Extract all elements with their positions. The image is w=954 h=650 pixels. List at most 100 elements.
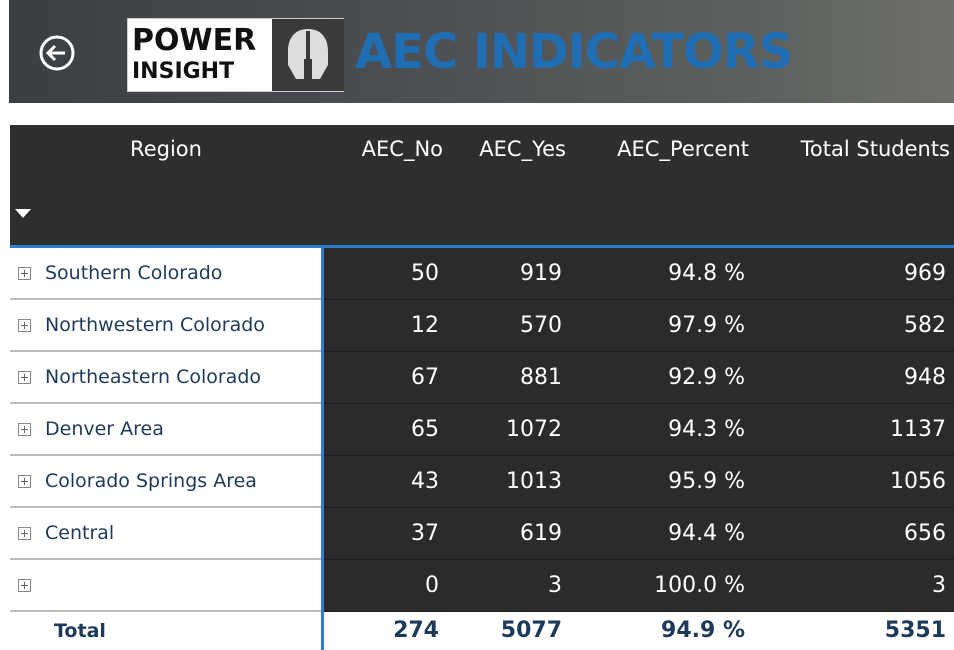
logo: POWER INSIGHT <box>127 18 344 92</box>
expand-icon[interactable] <box>18 267 31 280</box>
value-cell: 570 <box>447 299 570 351</box>
cell-text: 1137 <box>890 417 946 442</box>
value-cell: 919 <box>447 247 570 300</box>
region-cell: Southern Colorado <box>10 247 322 300</box>
table-row: Denver Area 65 1072 94.3 % 1137 <box>10 403 954 455</box>
cell-text: 65 <box>411 417 439 442</box>
cell-text: 3 <box>548 573 562 598</box>
expand-icon[interactable] <box>18 527 31 540</box>
cell-text: Northeastern Colorado <box>45 366 261 388</box>
cell-text: 656 <box>904 521 946 546</box>
value-cell: 67 <box>322 351 447 403</box>
cell-text: 43 <box>411 469 439 494</box>
cell-text: 95.9 % <box>668 469 745 494</box>
expand-icon[interactable] <box>18 579 31 592</box>
expand-icon[interactable] <box>18 423 31 436</box>
region-cell: Northeastern Colorado <box>10 351 322 403</box>
value-cell: 12 <box>322 299 447 351</box>
column-header: Total Students <box>753 125 954 247</box>
value-cell: 95.9 % <box>570 455 753 507</box>
cell-text: 582 <box>904 313 946 338</box>
total-value: 5351 <box>753 611 954 650</box>
back-button[interactable] <box>37 33 77 73</box>
value-cell: 1137 <box>753 403 954 455</box>
value-cell: 881 <box>447 351 570 403</box>
region-cell: Northwestern Colorado <box>10 299 322 351</box>
value-cell: 3 <box>753 559 954 611</box>
expand-icon[interactable] <box>18 371 31 384</box>
value-cell: 619 <box>447 507 570 559</box>
table-row: 0 3 100.0 % 3 <box>10 559 954 611</box>
value-cell: 1056 <box>753 455 954 507</box>
value-cell: 1013 <box>447 455 570 507</box>
value-cell: 65 <box>322 403 447 455</box>
sort-arrow[interactable] <box>14 207 32 219</box>
value-cell: 43 <box>322 455 447 507</box>
region-cell: Central <box>10 507 322 559</box>
value-cell: 50 <box>322 247 447 300</box>
cell-text: 94.3 % <box>668 417 745 442</box>
cell-text: 1013 <box>506 469 562 494</box>
cell-text: 12 <box>411 313 439 338</box>
expand-icon[interactable] <box>18 475 31 488</box>
cell-text: Northwestern Colorado <box>45 314 265 336</box>
cell-text: Denver Area <box>45 418 164 440</box>
cell-text: 94.4 % <box>668 521 745 546</box>
logo-top: POWER <box>132 23 256 58</box>
cell-text: 0 <box>425 573 439 598</box>
cell-text: Colorado Springs Area <box>45 470 257 492</box>
value-cell: 969 <box>753 247 954 300</box>
logo-bottom: INSIGHT <box>132 59 234 84</box>
cell-text: 50 <box>411 261 439 286</box>
column-header: AEC_Percent <box>570 125 753 247</box>
table-row: Southern Colorado 50 919 94.8 % 969 <box>10 247 954 300</box>
cell-text: 948 <box>904 365 946 390</box>
total-value: 274 <box>322 611 447 650</box>
cell-text: 97.9 % <box>668 313 745 338</box>
expand-icon[interactable] <box>18 319 31 332</box>
value-cell: 100.0 % <box>570 559 753 611</box>
value-cell: 948 <box>753 351 954 403</box>
value-cell: 582 <box>753 299 954 351</box>
value-cell: 94.3 % <box>570 403 753 455</box>
column-header: AEC_Yes <box>447 125 570 247</box>
cell-text: Southern Colorado <box>45 262 222 284</box>
cell-text: 94.8 % <box>668 261 745 286</box>
cell-text: 3 <box>932 573 946 598</box>
page-title: AEC INDICATORS <box>355 24 792 80</box>
cell-text: 1072 <box>506 417 562 442</box>
value-cell: 1072 <box>447 403 570 455</box>
value-cell: 92.9 % <box>570 351 753 403</box>
region-cell <box>10 559 322 611</box>
cell-text: 619 <box>520 521 562 546</box>
value-cell: 97.9 % <box>570 299 753 351</box>
total-label: Total <box>10 611 322 650</box>
cell-text: 881 <box>520 365 562 390</box>
cell-text: 92.9 % <box>668 365 745 390</box>
cell-text: 919 <box>520 261 562 286</box>
total-value: 5077 <box>447 611 570 650</box>
table-row: Colorado Springs Area 43 1013 95.9 % 1056 <box>10 455 954 507</box>
cell-text: 67 <box>411 365 439 390</box>
column-header: Region <box>10 125 322 247</box>
region-cell: Colorado Springs Area <box>10 455 322 507</box>
cell-text: 100.0 % <box>654 573 745 598</box>
table-row: Northeastern Colorado 67 881 92.9 % 948 <box>10 351 954 403</box>
value-cell: 3 <box>447 559 570 611</box>
logo-helmet <box>272 19 344 91</box>
total-value: 94.9 % <box>570 611 753 650</box>
value-cell: 94.8 % <box>570 247 753 300</box>
value-cell: 94.4 % <box>570 507 753 559</box>
column-header: AEC_No <box>322 125 447 247</box>
region-cell: Denver Area <box>10 403 322 455</box>
value-cell: 0 <box>322 559 447 611</box>
cell-text: 969 <box>904 261 946 286</box>
table-row: Northwestern Colorado 12 570 97.9 % 582 <box>10 299 954 351</box>
page: POWER INSIGHT AEC INDICATORS RegionAEC_N… <box>0 0 954 638</box>
value-cell: 656 <box>753 507 954 559</box>
cell-text: Central <box>45 522 114 544</box>
banner: POWER INSIGHT AEC INDICATORS <box>9 0 954 103</box>
cell-text: 1056 <box>890 469 946 494</box>
